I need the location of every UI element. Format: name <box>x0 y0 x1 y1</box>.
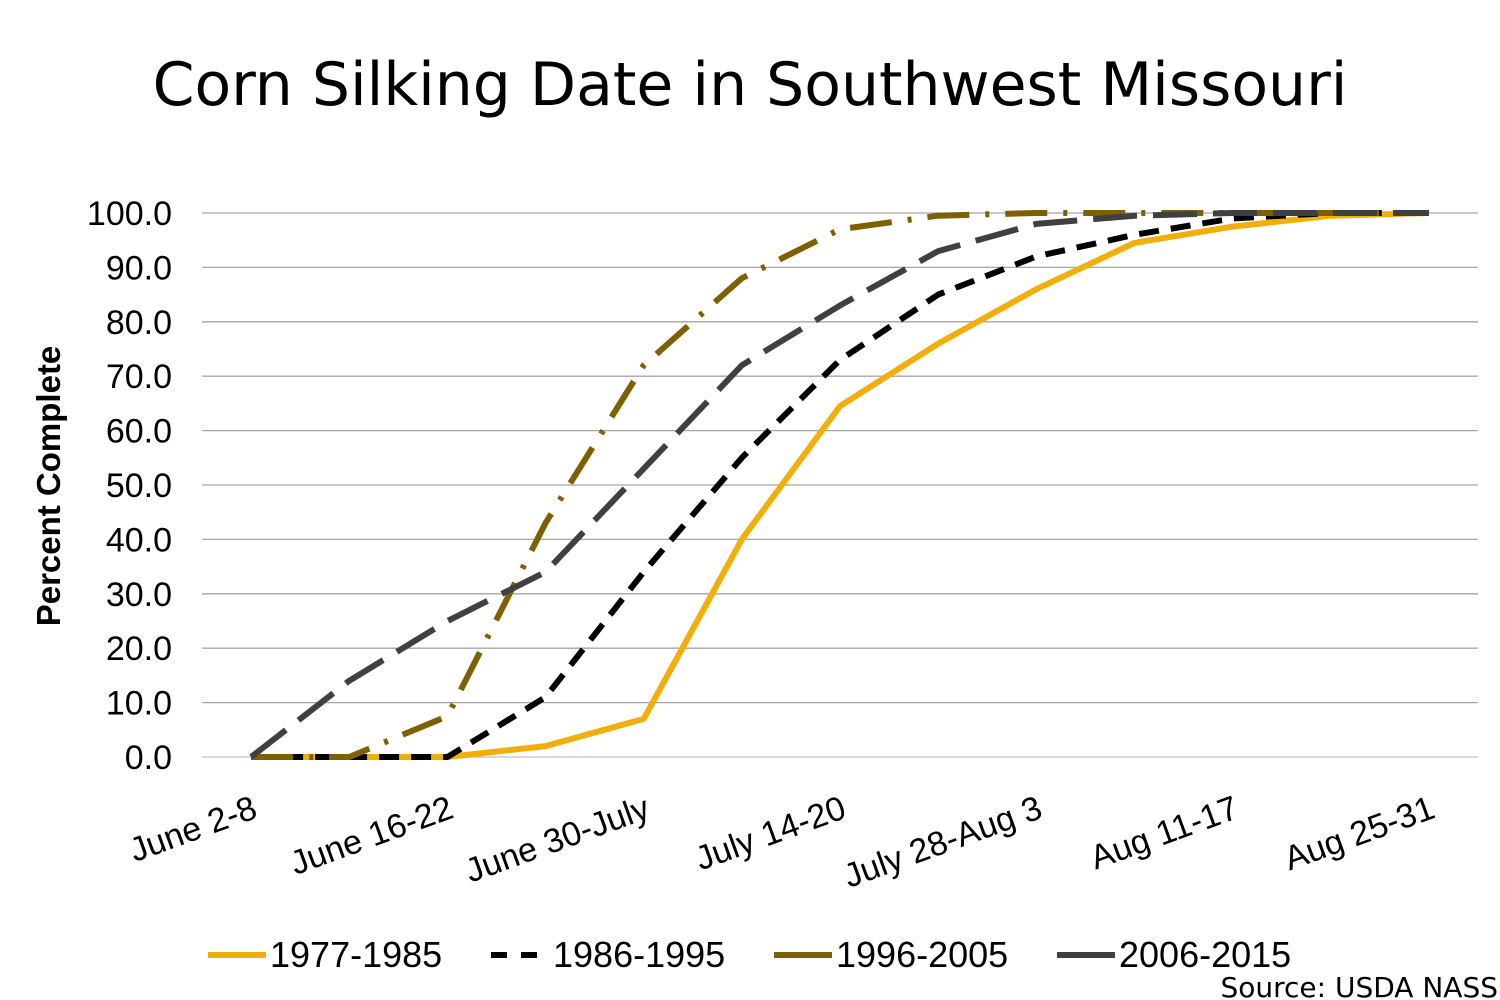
legend: 1977-1985 1986-1995 1996-2005 2006-2015 <box>208 934 1291 975</box>
series-lines <box>249 210 1429 760</box>
series-line-2006-2015 <box>249 210 1429 760</box>
legend-label: 1977-1985 <box>270 934 442 975</box>
y-tick-label: 30.0 <box>106 576 172 614</box>
y-axis-label: Percent Complete <box>30 346 67 627</box>
y-tick-label: 40.0 <box>106 521 172 559</box>
gridlines <box>202 212 1478 758</box>
legend-label: 2006-2015 <box>1119 934 1291 975</box>
y-tick-label: 10.0 <box>106 685 172 723</box>
x-tick-label: July 28-Aug 3 <box>839 789 1047 896</box>
y-tick-label: 100.0 <box>87 195 172 233</box>
x-tick-label: June 16-22 <box>285 789 458 883</box>
y-tick-label: 20.0 <box>106 630 172 668</box>
x-tick-label: Aug 25-31 <box>1279 789 1439 878</box>
source-note: Source: USDA NASS <box>1220 971 1498 1000</box>
x-tick-label: June 30-July <box>460 789 654 891</box>
y-tick-label: 80.0 <box>106 304 172 342</box>
y-tick-label: 0.0 <box>125 739 172 777</box>
y-tick-label: 70.0 <box>106 358 172 396</box>
y-tick-label: 90.0 <box>106 249 172 287</box>
y-tick-label: 50.0 <box>106 467 172 505</box>
x-axis-ticks: June 2-8 June 16-22 June 30-July July 14-20… <box>124 789 1439 896</box>
x-tick-label: June 2-8 <box>124 789 261 870</box>
series-line-1986-1995 <box>251 210 1429 760</box>
chart-title: Corn Silking Date in Southwest Missouri <box>153 50 1348 120</box>
legend-label: 1996-2005 <box>836 934 1008 975</box>
x-tick-label: July 14-20 <box>690 789 850 878</box>
y-axis-ticks: 0.0 10.0 20.0 30.0 40.0 50.0 60.0 70.0 80.0 90.0 1… <box>87 195 172 777</box>
y-tick-label: 60.0 <box>106 413 172 451</box>
x-tick-label: Aug 11-17 <box>1085 789 1243 878</box>
legend-label: 1986-1995 <box>553 934 725 975</box>
